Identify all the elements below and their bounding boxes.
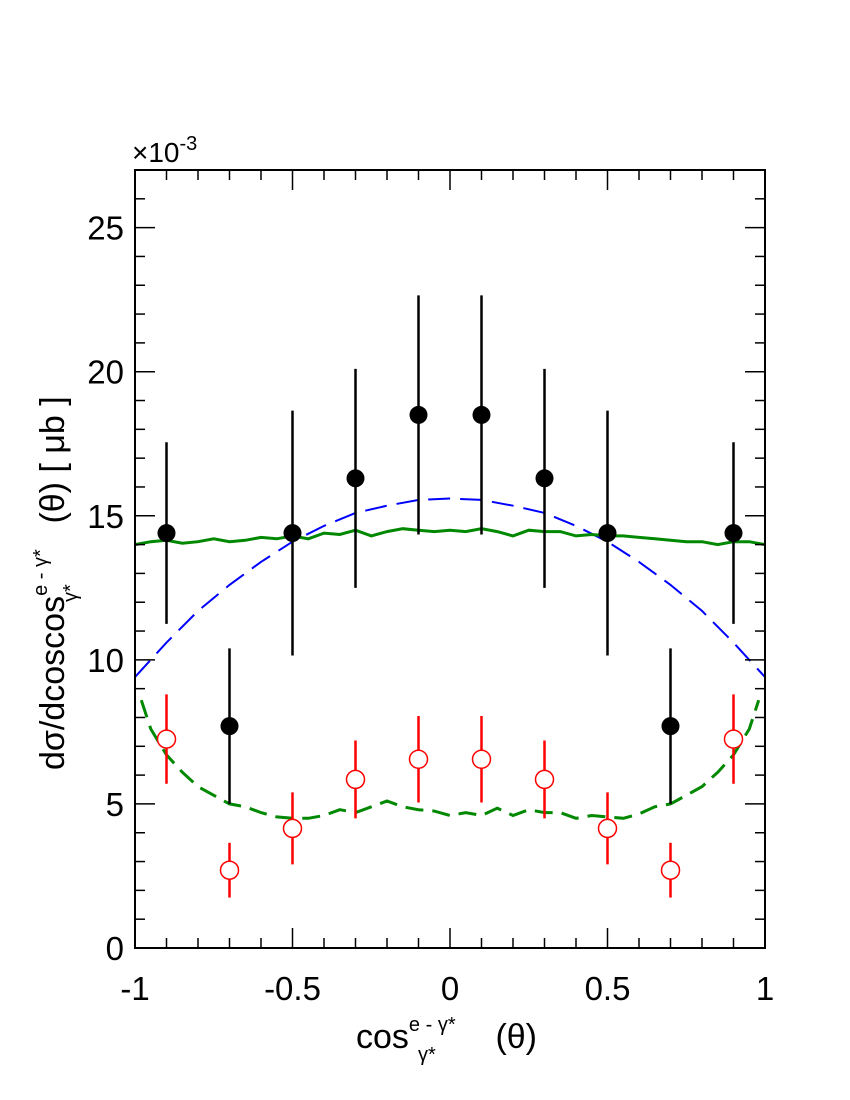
data-point-open bbox=[156, 729, 177, 749]
x-tick-label: -1 bbox=[120, 970, 149, 1007]
y-axis-title: dσ/dcoscose - γ* γ* (θ) [ μb ] bbox=[30, 396, 82, 770]
data-point-open bbox=[597, 818, 618, 839]
y-multiplier-exponent: -3 bbox=[180, 133, 198, 155]
y-tick-label: 5 bbox=[106, 786, 124, 823]
data-point-filled bbox=[535, 469, 554, 488]
y-axis-title-sub: γ* bbox=[60, 584, 82, 602]
y-axis-title-base: dσ/dcoscos bbox=[34, 596, 72, 770]
data-point-filled bbox=[724, 524, 743, 543]
y-multiplier-label: ×10-3 bbox=[132, 133, 197, 168]
data-point-filled bbox=[598, 524, 617, 543]
data-point-open bbox=[408, 749, 429, 770]
data-point-filled bbox=[409, 405, 428, 424]
series-curve-4 bbox=[139, 699, 761, 820]
y-axis-title-tail: (θ) [ μb ] bbox=[34, 396, 72, 533]
y-tick-label: 25 bbox=[87, 210, 124, 247]
series-curve-2 bbox=[134, 497, 766, 678]
data-point-open bbox=[660, 860, 681, 880]
data-point-open bbox=[471, 749, 492, 770]
y-tick-label: 10 bbox=[87, 642, 124, 679]
y-axis-title-sup: e - γ* bbox=[30, 549, 52, 596]
data-point-open bbox=[282, 818, 303, 839]
x-tick-label: 0 bbox=[441, 970, 459, 1007]
data-point-filled bbox=[220, 717, 239, 736]
x-axis-title-base: cos bbox=[356, 1018, 409, 1056]
data-point-open bbox=[723, 729, 744, 749]
data-point-open bbox=[345, 769, 366, 790]
y-multiplier-base: ×10 bbox=[132, 137, 180, 168]
curves-layer bbox=[134, 497, 766, 820]
data-point-open bbox=[219, 860, 240, 880]
y-tick-label: 15 bbox=[87, 498, 124, 535]
x-axis-title-sup: e - γ* bbox=[409, 1014, 456, 1036]
y-tick-label: 0 bbox=[106, 930, 124, 967]
series-curve-3 bbox=[134, 527, 766, 547]
x-axis-title-tail: (θ) bbox=[486, 1018, 537, 1056]
y-tick-label: 20 bbox=[87, 354, 124, 391]
data-point-filled bbox=[346, 469, 365, 488]
x-axis-title-sub: γ* bbox=[418, 1044, 436, 1066]
data-point-open bbox=[534, 769, 555, 790]
error-bars-layer bbox=[165, 295, 735, 898]
ticks-layer bbox=[134, 169, 766, 949]
data-point-filled bbox=[472, 405, 491, 424]
plot-frame bbox=[134, 169, 766, 949]
x-tick-label: -0.5 bbox=[264, 970, 321, 1007]
x-tick-label: 1 bbox=[756, 970, 774, 1007]
data-point-filled bbox=[661, 717, 680, 736]
x-axis-title: cose - γ* γ* (θ) bbox=[356, 1014, 537, 1066]
x-tick-label: 0.5 bbox=[585, 970, 631, 1007]
data-point-filled bbox=[283, 524, 302, 543]
markers-layer bbox=[156, 405, 744, 880]
data-point-filled bbox=[157, 524, 176, 543]
